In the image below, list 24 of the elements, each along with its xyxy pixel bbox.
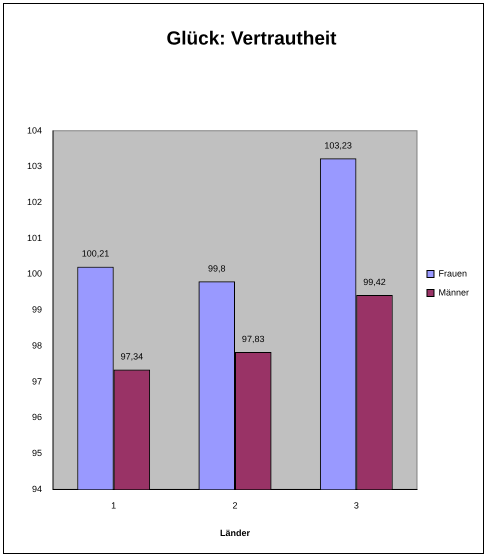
y-tick-label: 94 <box>32 484 42 494</box>
y-tick-label: 102 <box>26 197 42 208</box>
y-tick-label: 95 <box>32 448 42 458</box>
data-label: 97,34 <box>120 352 144 362</box>
y-tick-label: 101 <box>26 232 42 243</box>
data-label: 100,21 <box>82 248 110 259</box>
y-tick-label: 104 <box>26 125 42 136</box>
x-tick-label: 3 <box>354 500 359 510</box>
y-tick-label: 103 <box>26 161 42 172</box>
y-tick-label: 96 <box>32 412 42 422</box>
data-label: 103,23 <box>324 140 352 150</box>
x-tick-label: 2 <box>232 500 238 510</box>
y-tick-label: 98 <box>32 340 42 350</box>
data-label: 99,8 <box>208 263 226 274</box>
legend-label: Männer <box>438 287 470 298</box>
x-axis-title: Länder <box>220 528 250 538</box>
legend-label: Frauen <box>438 268 468 278</box>
data-label: 99,42 <box>363 277 386 288</box>
chart-title: Glück: Vertrautheit <box>166 28 338 50</box>
data-label: 97,83 <box>242 334 264 344</box>
y-tick-label: 99 <box>32 304 42 315</box>
x-tick-label: 1 <box>111 500 116 510</box>
y-tick-label: 100 <box>26 268 42 279</box>
y-tick-label: 97 <box>32 376 42 386</box>
